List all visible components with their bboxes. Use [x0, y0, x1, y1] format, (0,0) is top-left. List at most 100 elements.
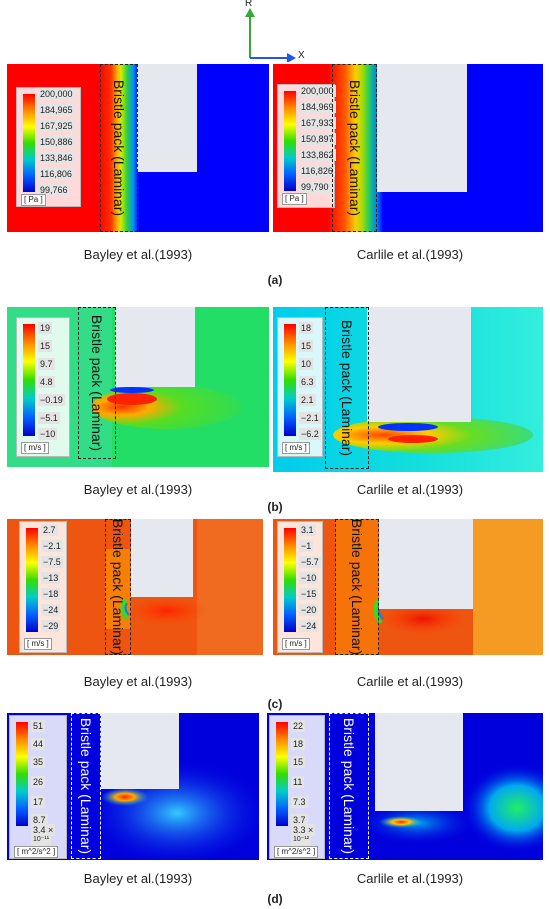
coordinate-axes: R X — [238, 0, 308, 63]
legend-tick: 2.1 — [299, 394, 316, 406]
legend-tick: 3.7 — [291, 814, 308, 826]
legend-tick: 133,846 — [38, 152, 75, 164]
legend-tick: 4.8 — [38, 376, 55, 388]
legend-unit: [ m/s ] — [282, 638, 310, 650]
caption-bayley: Bayley et al.(1993) — [83, 871, 193, 886]
legend-tick: 200,000 — [38, 88, 75, 100]
panel-a-left-pressure-contour: 200,000 184,965 167,925 150,886 133,846 … — [7, 64, 269, 232]
legend-tick: 99,766 — [38, 184, 70, 196]
colorbar — [23, 94, 35, 192]
colorbar — [23, 324, 35, 436]
panel-b-right-velocity-contour: 18 15 10 6.3 2.1 −2.1 −6.2 [ m/s ] Brist… — [273, 307, 543, 472]
caption-bayley: Bayley et al.(1993) — [83, 674, 193, 689]
legend-tick: −10 — [299, 572, 319, 584]
color-legend: 200,000 184,969 167,933 150,897 133,862 … — [277, 84, 336, 208]
bristle-pack-region: Bristle pack (Laminar) — [71, 713, 101, 859]
legend-tick: −15 — [299, 588, 319, 600]
color-legend: 22 18 15 11 7.3 3.7 3.3 × 10⁻¹² [ m^2/s^… — [269, 715, 325, 859]
legend-tick: 150,886 — [38, 136, 75, 148]
legend-unit: [ m/s ] — [24, 638, 52, 650]
legend-tick: −29 — [41, 620, 61, 632]
legend-unit: [ m^2/s^2 ] — [274, 846, 319, 858]
caption-carlile: Carlile et al.(1993) — [356, 482, 464, 497]
legend-unit: [ m^2/s^2 ] — [14, 846, 59, 858]
legend-tick: −6.2 — [299, 428, 321, 440]
legend-tick: 167,933 — [299, 117, 336, 129]
colorbar — [284, 324, 296, 436]
legend-tick: −20 — [299, 604, 319, 616]
legend-tick: 15 — [38, 340, 53, 352]
legend-exponent: 10⁻¹² — [291, 834, 312, 846]
legend-tick: 15 — [299, 340, 314, 352]
caption-bayley: Bayley et al.(1993) — [83, 482, 193, 497]
legend-tick: 116,806 — [38, 168, 74, 180]
color-legend: 200,000 184,965 167,925 150,886 133,846 … — [16, 87, 81, 207]
bristle-pack-label: Bristle pack (Laminar) — [341, 717, 357, 855]
subfigure-label: (d) — [267, 892, 283, 906]
colorbar — [26, 528, 38, 632]
subfigure-label: (a) — [267, 273, 283, 287]
axes-arrows-icon — [245, 8, 296, 63]
colorbar — [276, 722, 288, 826]
bristle-pack-label: Bristle pack (Laminar) — [346, 79, 363, 217]
legend-unit: [ Pa ] — [21, 194, 46, 206]
bristle-pack-label: Bristle pack (Laminar) — [339, 319, 355, 457]
bristle-pack-label: Bristle pack (Laminar) — [111, 79, 127, 217]
bristle-pack-region: Bristle pack (Laminar) — [329, 713, 369, 859]
legend-tick: 133,862 — [299, 149, 336, 161]
legend-tick: 22 — [291, 720, 306, 732]
legend-tick: 10 — [299, 358, 314, 370]
legend-tick: 2.7 — [41, 524, 58, 536]
legend-tick: −2.1 — [41, 540, 63, 552]
legend-tick: −1 — [299, 540, 314, 552]
caption-bayley: Bayley et al.(1993) — [83, 247, 193, 262]
bristle-pack-region: Bristle pack (Laminar) — [332, 64, 377, 232]
legend-tick: 3.1 — [299, 524, 316, 536]
caption-carlile: Carlile et al.(1993) — [356, 674, 464, 689]
legend-tick: 116,826 — [299, 165, 335, 177]
bristle-pack-region: Bristle pack (Laminar) — [335, 519, 379, 655]
legend-tick: 9.7 — [38, 358, 55, 370]
legend-tick: 19 — [38, 322, 53, 334]
legend-tick: 26 — [31, 776, 46, 788]
subfigure-label: (c) — [267, 697, 283, 711]
legend-tick: −24 — [299, 620, 319, 632]
panel-c-left-velocity-contour: 2.7 −2.1 −7.5 −13 −18 −24 −29 [ m/s ] Br… — [7, 519, 263, 655]
bristle-pack-region: Bristle pack (Laminar) — [78, 307, 116, 459]
legend-tick: −0.19 — [38, 394, 65, 406]
legend-tick: −2.1 — [299, 412, 321, 424]
color-legend: 3.1 −1 −5.7 −10 −15 −20 −24 [ m/s ] — [277, 521, 323, 653]
axis-x-label: X — [298, 50, 305, 61]
legend-tick: 99,790 — [299, 181, 331, 193]
bristle-pack-label: Bristle pack (Laminar) — [78, 717, 94, 855]
bristle-pack-region: Bristle pack (Laminar) — [100, 64, 138, 232]
color-legend: 51 44 35 26 17 8.7 3.4 × 10⁻¹¹ [ m^2/s^2… — [9, 715, 67, 859]
legend-tick: 3.4 × — [31, 824, 56, 836]
legend-tick: 18 — [291, 738, 306, 750]
panel-a-right-pressure-contour: 200,000 184,969 167,933 150,897 133,862 … — [273, 64, 543, 232]
panel-d-right-turbulence-contour: 22 18 15 11 7.3 3.7 3.3 × 10⁻¹² [ m^2/s^… — [267, 713, 543, 860]
legend-tick: 35 — [31, 756, 46, 768]
legend-tick: 3.3 × — [291, 824, 316, 836]
legend-tick: 17 — [31, 796, 46, 808]
caption-carlile: Carlile et al.(1993) — [356, 871, 464, 886]
legend-tick: −18 — [41, 588, 61, 600]
legend-tick: 11 — [291, 776, 305, 788]
panel-c-right-velocity-contour: 3.1 −1 −5.7 −10 −15 −20 −24 [ m/s ] Bris… — [273, 519, 543, 655]
panel-b-left-velocity-contour: 19 15 9.7 4.8 −0.19 −5.1 −10 [ m/s ] Bri… — [7, 307, 269, 467]
legend-tick: 150,897 — [299, 133, 336, 145]
color-legend: 19 15 9.7 4.8 −0.19 −5.1 −10 [ m/s ] — [16, 317, 70, 457]
legend-tick: 44 — [31, 738, 46, 750]
legend-tick: −5.7 — [299, 556, 321, 568]
bristle-pack-label: Bristle pack (Laminar) — [110, 519, 126, 655]
legend-tick: 6.3 — [299, 376, 316, 388]
legend-unit: [ m/s ] — [282, 442, 310, 454]
legend-unit: [ Pa ] — [282, 193, 307, 205]
bristle-pack-label: Bristle pack (Laminar) — [89, 314, 105, 452]
bristle-pack-label: Bristle pack (Laminar) — [349, 519, 365, 655]
color-legend: 2.7 −2.1 −7.5 −13 −18 −24 −29 [ m/s ] — [19, 521, 67, 653]
color-legend: 18 15 10 6.3 2.1 −2.1 −6.2 [ m/s ] — [277, 317, 323, 457]
legend-tick: 18 — [299, 322, 314, 334]
legend-tick: 7.3 — [291, 796, 308, 808]
colorbar — [284, 528, 296, 632]
